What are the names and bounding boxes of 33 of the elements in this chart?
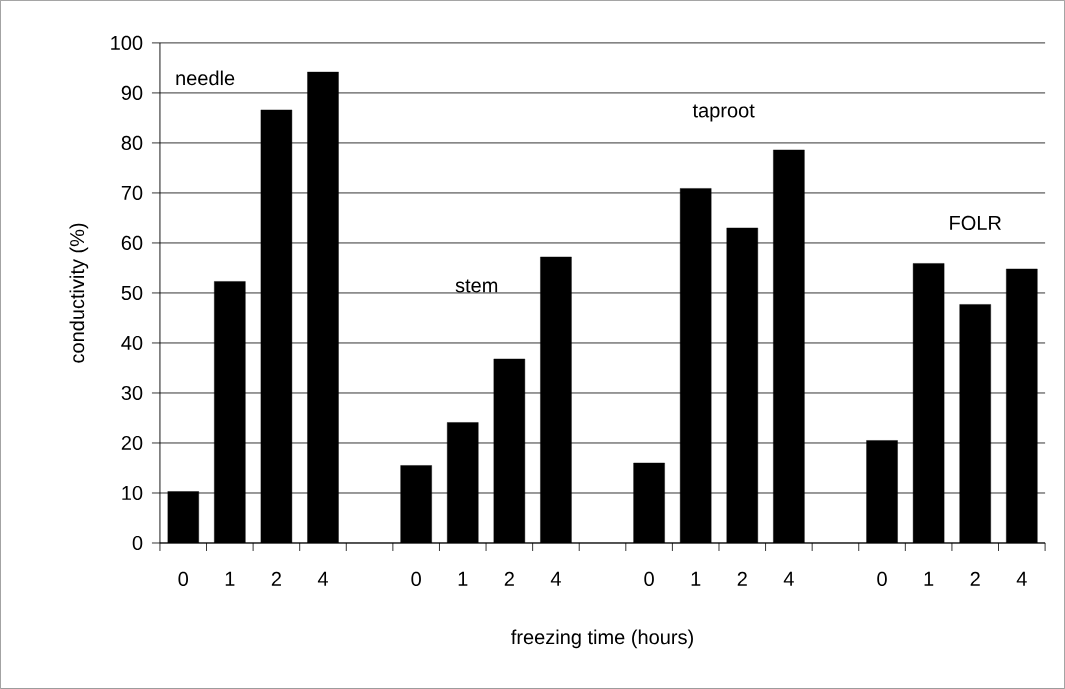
x-axis-title: freezing time (hours) [511, 629, 693, 649]
y-tick-label: 100 [111, 35, 143, 51]
y-tick-label: 50 [121, 285, 143, 301]
x-tick-label: 0 [877, 571, 887, 587]
y-tick-label: 30 [121, 385, 143, 401]
annotation: taproot [692, 104, 755, 122]
x-tick-label: 4 [550, 571, 561, 586]
x-tick-label: 1 [924, 571, 934, 586]
y-axis-title: conductivity (%) [69, 223, 89, 363]
y-tick-label: 20 [121, 435, 143, 451]
x-tick-label: 2 [271, 571, 281, 586]
x-tick-label: 2 [504, 571, 514, 586]
x-tick-label: 2 [970, 571, 980, 586]
x-tick-label: 1 [225, 571, 235, 586]
y-tick-label: 80 [121, 135, 143, 151]
annotation: needle [176, 70, 235, 86]
y-tick-label: 40 [121, 335, 143, 351]
annotation: FOLR [950, 215, 1001, 231]
y-tick-label: 70 [121, 185, 143, 201]
x-tick-label: 0 [178, 571, 189, 587]
x-tick-label: 1 [458, 571, 468, 586]
x-tick-label: 2 [737, 571, 747, 586]
y-tick-label: 90 [121, 85, 143, 101]
x-tick-label: 0 [411, 571, 421, 587]
y-tick-label: 10 [122, 485, 143, 501]
y-tick-label: 60 [121, 235, 143, 251]
x-tick-label: 0 [644, 571, 654, 587]
x-tick-label: 4 [1016, 571, 1027, 586]
annotation: stem [455, 279, 498, 293]
y-tick-label: 0 [132, 535, 143, 551]
x-tick-label: 1 [691, 571, 701, 586]
x-tick-label: 4 [783, 571, 794, 586]
x-tick-label: 4 [317, 571, 328, 586]
